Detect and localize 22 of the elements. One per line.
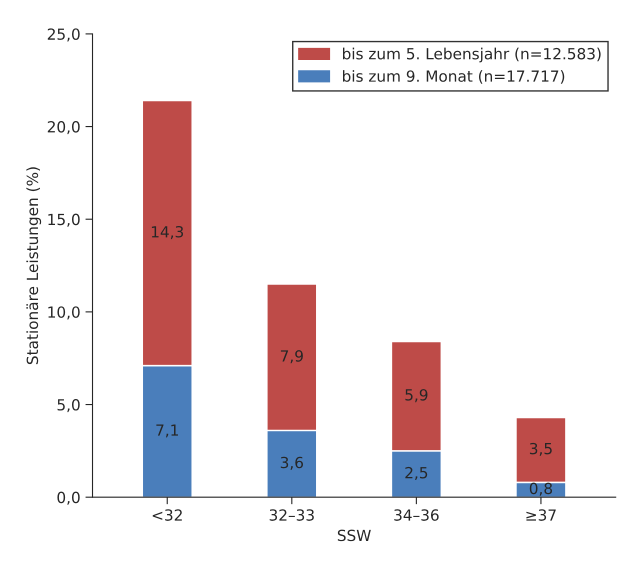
data-label: 2,5 xyxy=(405,466,428,480)
data-label: 7,9 xyxy=(280,350,303,364)
legend-label: bis zum 9. Monat (n=17.717) xyxy=(343,70,564,84)
y-axis-title: Stationäre Leistungen (%) xyxy=(26,167,42,364)
data-label: 5,9 xyxy=(405,389,428,402)
x-axis-title: SSW xyxy=(338,530,371,542)
y-tick-label: 0,0 xyxy=(57,492,80,505)
data-label: 3,6 xyxy=(280,456,303,470)
x-tick-label: ≥37 xyxy=(526,509,556,521)
data-label: 3,5 xyxy=(530,442,552,456)
y-tick-label: 15,0 xyxy=(48,214,80,227)
data-label: 0,8 xyxy=(530,482,552,496)
y-tick-label: 5,0 xyxy=(58,399,80,412)
legend-label: bis zum 5. Lebensjahr (n=12.583) xyxy=(343,48,601,62)
x-tick-label: 32–33 xyxy=(270,509,314,521)
y-tick-label: 10,0 xyxy=(48,306,80,320)
x-tick-label: 34–36 xyxy=(394,509,439,521)
x-tick-label: <32 xyxy=(152,509,182,521)
y-tick-label: 25,0 xyxy=(48,28,80,42)
data-label: 14,3 xyxy=(152,226,184,240)
y-tick-label: 20,0 xyxy=(48,121,80,134)
data-label: 7,1 xyxy=(156,424,178,438)
